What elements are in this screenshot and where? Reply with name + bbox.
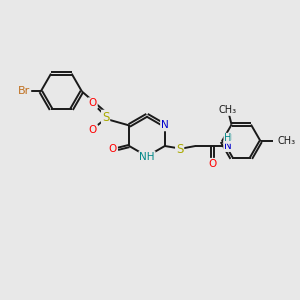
Text: S: S bbox=[176, 143, 183, 156]
Text: O: O bbox=[88, 125, 97, 135]
Text: NH: NH bbox=[139, 152, 155, 162]
Text: CH₃: CH₃ bbox=[218, 105, 236, 115]
Text: O: O bbox=[208, 159, 217, 169]
Text: H: H bbox=[224, 133, 231, 143]
Text: N: N bbox=[224, 141, 232, 151]
Text: N: N bbox=[224, 141, 232, 151]
Text: S: S bbox=[102, 111, 109, 124]
Text: O: O bbox=[109, 144, 117, 154]
Text: H: H bbox=[225, 134, 233, 144]
Text: N: N bbox=[161, 120, 169, 130]
Text: Br: Br bbox=[18, 86, 30, 96]
Text: O: O bbox=[88, 98, 97, 108]
Text: CH₃: CH₃ bbox=[278, 136, 296, 146]
